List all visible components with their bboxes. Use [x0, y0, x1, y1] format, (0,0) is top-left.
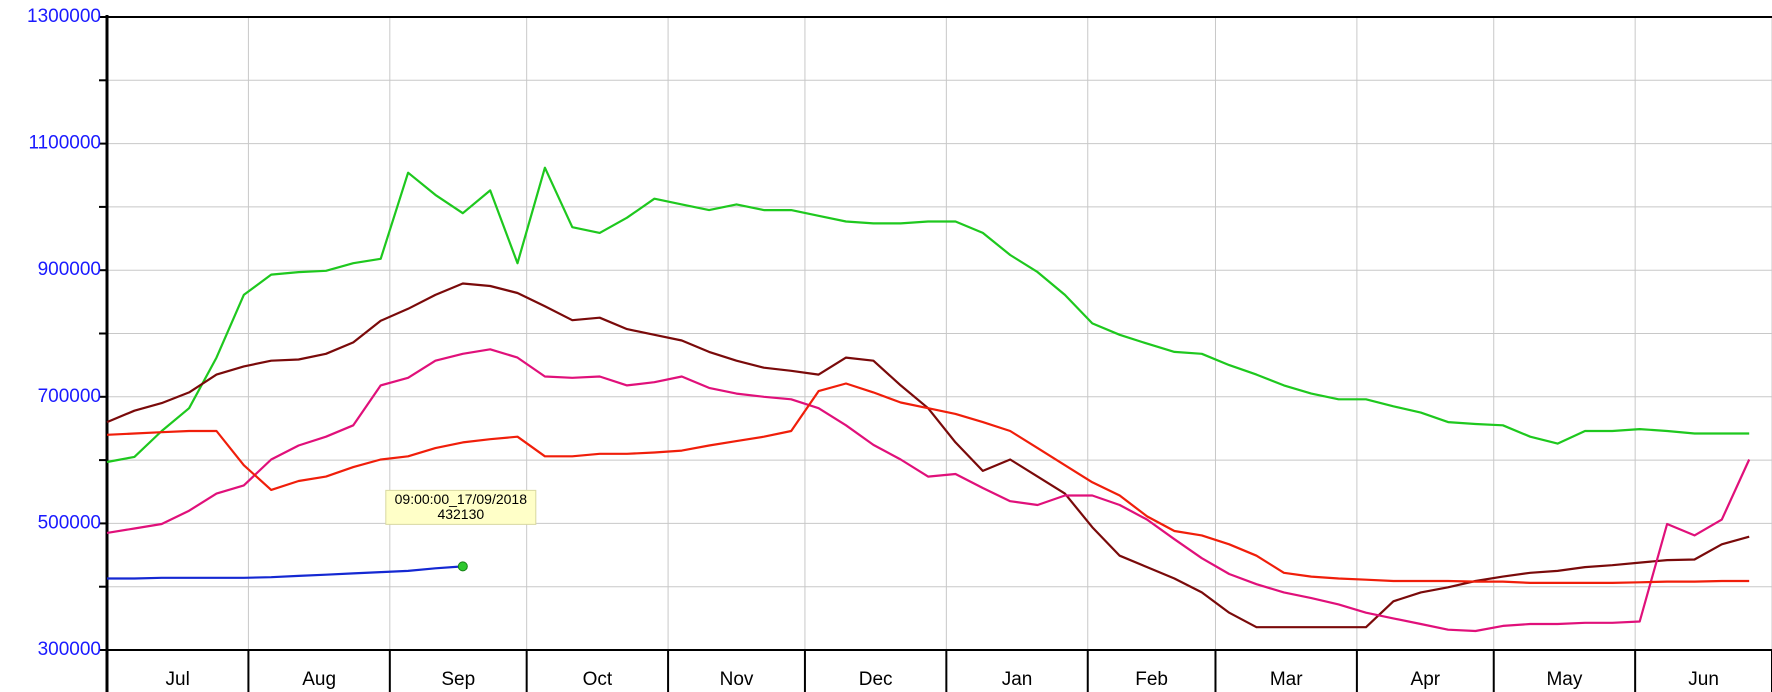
x-tick-label: Mar [1270, 669, 1303, 690]
x-tick-label: Jun [1688, 669, 1719, 690]
y-tick-label: 900000 [38, 259, 101, 280]
x-tick-label: May [1546, 669, 1582, 690]
x-tick-label: Sep [441, 669, 475, 690]
point-marker [457, 561, 468, 572]
series-line [107, 565, 463, 580]
y-tick-label: 700000 [38, 386, 101, 407]
x-tick-label: Feb [1135, 669, 1168, 690]
y-tick-label: 1100000 [28, 133, 101, 154]
x-tick-label: Aug [302, 669, 336, 690]
series-line [106, 166, 1750, 464]
x-tick-label: Jan [1002, 669, 1033, 690]
y-tick-label: 1300000 [27, 6, 101, 27]
series-line [106, 382, 1750, 584]
y-tick-label: 500000 [38, 512, 101, 533]
x-tick-label: Oct [583, 669, 613, 690]
x-tick-label: Jul [166, 669, 190, 690]
tooltip-label: 09:00:00_17/09/2018 [395, 491, 528, 507]
tooltip-box [385, 489, 537, 525]
tooltip-value: 432130 [437, 506, 484, 522]
series-line [106, 348, 1751, 633]
x-tick-label: Nov [720, 669, 754, 690]
y-tick-label: 300000 [38, 639, 101, 660]
x-tick-label: Dec [859, 669, 893, 690]
x-tick-label: Apr [1411, 669, 1441, 690]
